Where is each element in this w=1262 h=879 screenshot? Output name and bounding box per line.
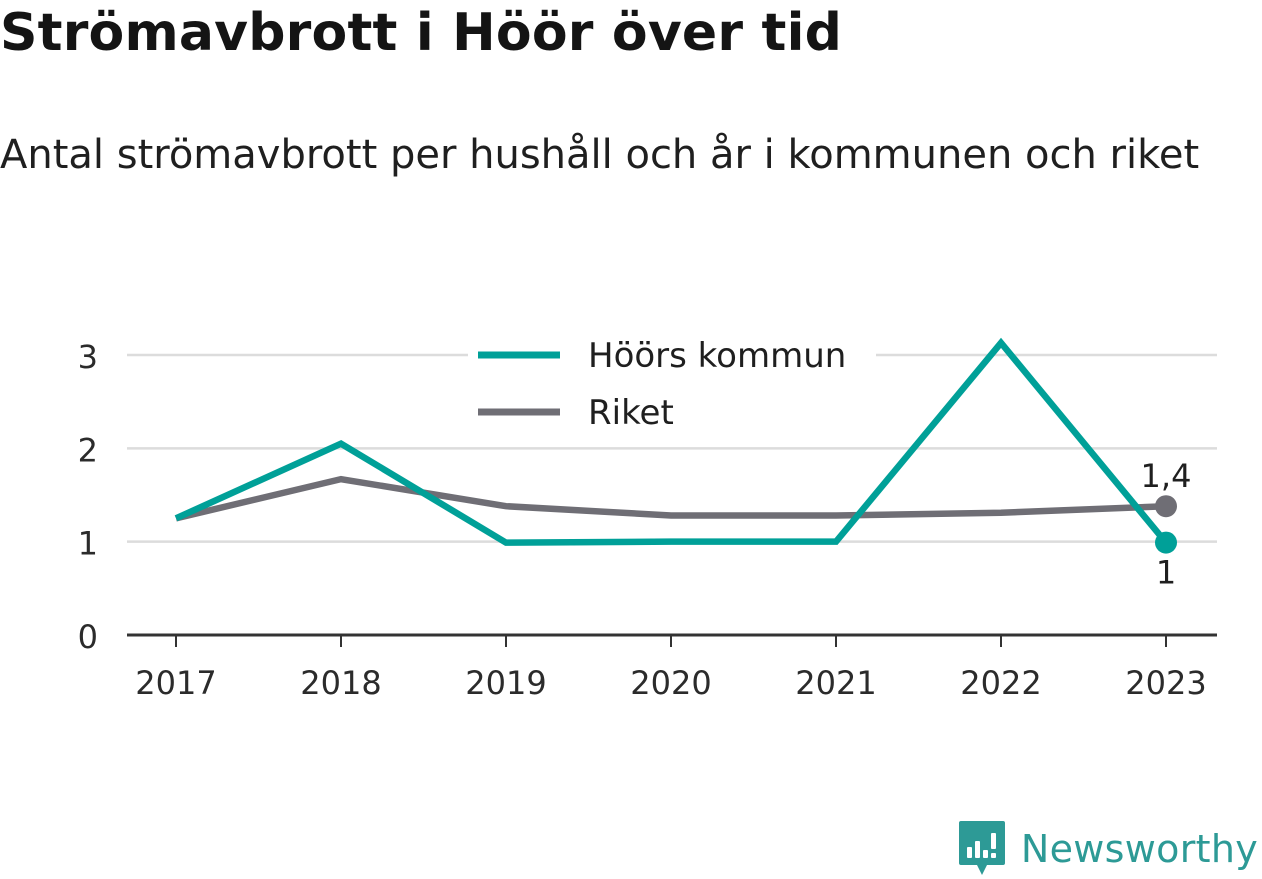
series-line-hoors-kommun bbox=[174, 337, 1169, 546]
end-label-riket: 1,4 bbox=[1141, 457, 1192, 495]
series-line-riket bbox=[175, 475, 1167, 522]
legend-label-riket: Riket bbox=[588, 393, 674, 433]
end-marker-riket bbox=[1155, 495, 1177, 518]
x-tick-label-2018: 2018 bbox=[300, 664, 381, 702]
chart-title: Strömavbrott i Höör över tid bbox=[0, 3, 843, 63]
y-tick-label-2: 2 bbox=[78, 431, 98, 469]
chart-subtitle: Antal strömavbrott per hushåll och år i … bbox=[0, 132, 1200, 178]
brand-logo: Newsworthy bbox=[957, 819, 1258, 879]
y-tick-label-0: 0 bbox=[78, 618, 98, 656]
x-tick-label-2019: 2019 bbox=[465, 664, 546, 702]
end-marker-hoors-kommun bbox=[1155, 531, 1177, 554]
newsworthy-logo-icon bbox=[958, 821, 1005, 875]
data-labels: 11,4 bbox=[1141, 457, 1192, 591]
x-tick-label-2022: 2022 bbox=[960, 664, 1041, 702]
y-tick-label-1: 1 bbox=[78, 525, 98, 563]
y-tick-label-3: 3 bbox=[78, 338, 98, 376]
x-tick-label-2020: 2020 bbox=[630, 664, 711, 702]
end-label-hoors-kommun: 1 bbox=[1156, 554, 1176, 592]
x-tick-label-2023: 2023 bbox=[1125, 664, 1206, 702]
legend-box bbox=[468, 330, 876, 446]
x-tick-label-2017: 2017 bbox=[135, 664, 216, 702]
legend: Höörs kommun Riket bbox=[468, 330, 876, 446]
x-tick-label-2021: 2021 bbox=[795, 664, 876, 702]
series-lines bbox=[174, 337, 1169, 546]
legend-label-hoors-kommun: Höörs kommun bbox=[588, 336, 846, 376]
brand-name: Newsworthy bbox=[1020, 827, 1258, 871]
axes: 0 1 2 3 2017 2018 2019 2020 2021 2022 2023 bbox=[78, 338, 1217, 702]
